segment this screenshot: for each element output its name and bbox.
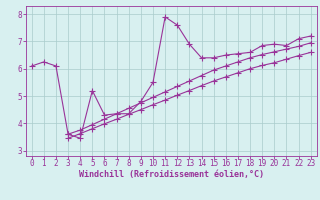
X-axis label: Windchill (Refroidissement éolien,°C): Windchill (Refroidissement éolien,°C): [79, 170, 264, 179]
